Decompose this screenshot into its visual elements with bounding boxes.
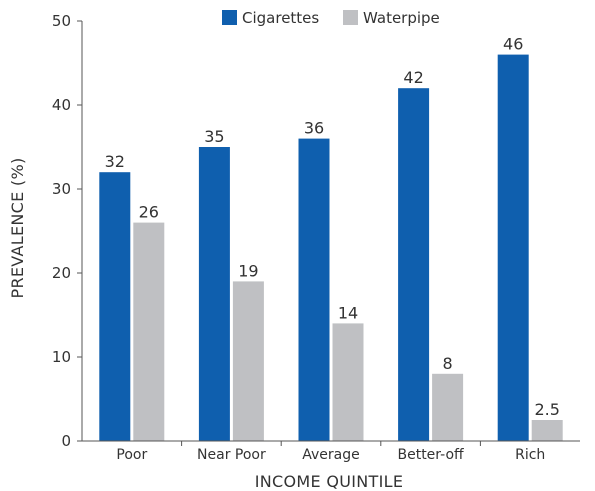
x-axis: Poor Near Poor Average Better-off Rich [82, 440, 580, 463]
bar-waterpipe [332, 323, 364, 441]
x-tick-label: Rich [515, 447, 545, 463]
bar-cigarettes [497, 54, 529, 441]
data-label: 36 [304, 119, 324, 138]
legend-swatch-cigarettes [222, 10, 237, 25]
data-label: 32 [105, 152, 125, 171]
legend-swatch-waterpipe [343, 10, 358, 25]
y-tick-label: 20 [52, 264, 71, 282]
bar-waterpipe [432, 373, 464, 441]
bar-waterpipe [232, 281, 264, 441]
bar-waterpipe [531, 420, 563, 441]
y-tick-label: 50 [52, 12, 71, 30]
bar-cigarettes [398, 88, 430, 441]
legend: Cigarettes Waterpipe [222, 9, 440, 27]
y-axis: 0 10 20 30 40 50 [52, 12, 83, 450]
x-tick-label: Poor [116, 447, 147, 463]
x-axis-title: INCOME QUINTILE [255, 472, 403, 491]
y-tick-label: 10 [52, 348, 71, 366]
y-tick-label: 0 [61, 432, 71, 450]
legend-label: Waterpipe [363, 9, 440, 27]
x-tick-label: Average [302, 447, 360, 463]
data-label: 2.5 [534, 400, 559, 419]
data-label: 42 [403, 68, 423, 87]
bars: 32 35 36 42 46 26 19 14 8 2.5 [99, 35, 563, 441]
y-axis-title: PREVALENCE (%) [8, 158, 27, 299]
y-tick-label: 40 [52, 96, 71, 114]
data-label: 8 [443, 354, 453, 373]
bar-cigarettes [99, 172, 131, 441]
data-label: 19 [238, 261, 258, 280]
legend-label: Cigarettes [242, 9, 319, 27]
bar-waterpipe [133, 222, 165, 441]
x-tick-label: Near Poor [197, 447, 266, 463]
bar-cigarettes [298, 138, 330, 441]
data-label: 26 [139, 203, 159, 222]
data-label: 14 [338, 303, 358, 322]
y-tick-label: 30 [52, 180, 71, 198]
data-label: 46 [503, 35, 523, 54]
x-tick-label: Better-off [397, 447, 464, 463]
bar-cigarettes [198, 147, 230, 441]
data-label: 35 [204, 127, 224, 146]
